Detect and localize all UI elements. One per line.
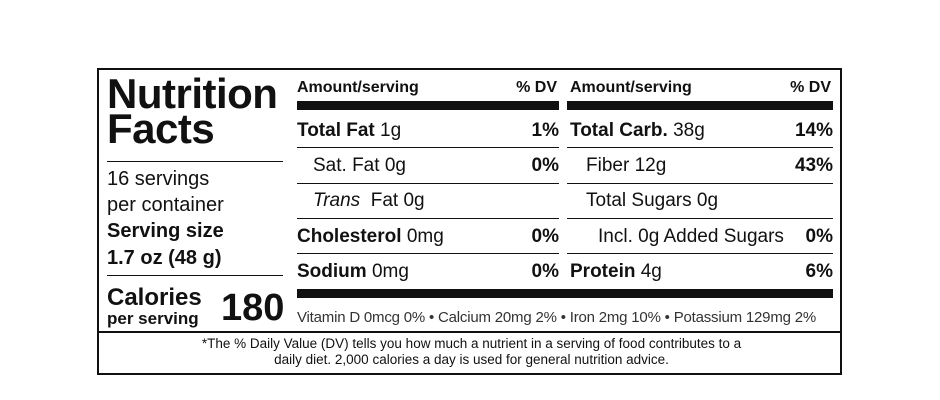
- nutrient-name: Incl. 0g Added Sugars: [598, 226, 784, 247]
- nutrient-dv: 0%: [805, 226, 833, 247]
- calories-label-text: Calories: [107, 284, 202, 311]
- nutrient-row-fiber: Fiber 12g 43%: [570, 151, 833, 181]
- nutrient-amount: 0mg: [371, 261, 409, 282]
- nutrient-row-total-fat: Total Fat 1g 1%: [297, 116, 559, 146]
- label-title: Nutrition Facts: [107, 70, 278, 152]
- right-col-header-amount: Amount/serving: [570, 79, 692, 96]
- servings-line-2: per container: [107, 194, 224, 216]
- calories-value: 180: [221, 287, 285, 329]
- divider: [107, 275, 283, 276]
- serving-size-label: Serving size: [107, 220, 224, 242]
- nutrient-dv: 14%: [794, 120, 833, 141]
- nutrient-dv: 0%: [531, 226, 559, 247]
- nutrient-amount: 0mg: [406, 226, 444, 247]
- divider: [297, 147, 559, 148]
- divider: [567, 253, 833, 254]
- nutrient-amount: 12g: [634, 155, 667, 176]
- title-line-1: Nutrition: [107, 70, 278, 117]
- nutrient-name: Fiber: [586, 155, 630, 176]
- nutrient-name: Sat. Fat: [313, 155, 380, 176]
- nutrient-dv: 43%: [794, 155, 833, 176]
- divider: [99, 331, 840, 333]
- nutrient-name: Cholesterol: [297, 226, 402, 247]
- nutrient-amount: 0g: [384, 155, 406, 176]
- divider: [567, 218, 833, 219]
- nutrient-name: Total Fat: [297, 120, 375, 141]
- thick-bar: [297, 101, 559, 110]
- nutrient-name: Protein: [570, 261, 636, 282]
- nutrient-row-total-sugars: Total Sugars 0g: [570, 186, 833, 216]
- nutrient-row-added-sugars: Incl. 0g Added Sugars 0%: [570, 222, 833, 252]
- vitamins-minerals: Vitamin D 0mcg 0% • Calcium 20mg 2% • Ir…: [297, 309, 817, 326]
- serving-size-value: 1.7 oz (48 g): [107, 247, 222, 269]
- right-col-header-dv: % DV: [790, 79, 831, 96]
- nutrient-amount: 4g: [640, 261, 662, 282]
- divider: [297, 253, 559, 254]
- servings-per-container: 16 servings per container: [107, 166, 224, 218]
- nutrient-name: Trans: [313, 190, 361, 211]
- footnote-line-1: *The % Daily Value (DV) tells you how mu…: [201, 336, 742, 351]
- nutrient-name: Sodium: [297, 261, 367, 282]
- nutrient-dv: 1%: [531, 120, 559, 141]
- divider: [567, 147, 833, 148]
- divider: [107, 161, 283, 162]
- calories-label: Calories per serving: [107, 286, 202, 328]
- nutrient-name: Total Sugars: [586, 190, 692, 211]
- nutrient-row-total-carb: Total Carb. 38g 14%: [570, 116, 833, 146]
- nutrient-row-cholesterol: Cholesterol 0mg 0%: [297, 222, 559, 252]
- nutrient-dv: 0%: [531, 261, 559, 282]
- nutrient-dv: 6%: [805, 261, 833, 282]
- calories-sublabel: per serving: [107, 309, 199, 328]
- thick-bar: [567, 101, 833, 110]
- nutrient-row-sodium: Sodium 0mg 0%: [297, 257, 559, 287]
- serving-size: Serving size 1.7 oz (48 g): [107, 218, 224, 272]
- nutrient-amount: 38g: [673, 120, 705, 141]
- nutrient-amount: Fat 0g: [370, 190, 425, 211]
- nutrient-row-sat-fat: Sat. Fat 0g 0%: [297, 151, 559, 181]
- left-col-header-dv: % DV: [516, 79, 557, 96]
- divider: [297, 218, 559, 219]
- title-line-2: Facts: [107, 105, 215, 152]
- nutrient-dv: 0%: [531, 155, 559, 176]
- thick-bar: [297, 289, 833, 298]
- nutrient-amount: 1g: [380, 120, 402, 141]
- servings-line-1: 16 servings: [107, 168, 210, 190]
- nutrient-row-trans-fat: Trans Fat 0g: [297, 186, 559, 216]
- nutrient-amount: 0g: [696, 190, 719, 211]
- column-gap: [291, 70, 293, 328]
- nutrition-facts-label: Nutrition Facts 16 servings per containe…: [97, 68, 842, 375]
- divider: [297, 183, 559, 184]
- daily-value-footnote: *The % Daily Value (DV) tells you how mu…: [109, 336, 834, 368]
- nutrient-name: Total Carb.: [570, 120, 668, 141]
- footnote-line-2: daily diet. 2,000 calories a day is used…: [274, 352, 669, 367]
- left-col-header-amount: Amount/serving: [297, 79, 419, 96]
- nutrient-row-protein: Protein 4g 6%: [570, 257, 833, 287]
- divider: [567, 183, 833, 184]
